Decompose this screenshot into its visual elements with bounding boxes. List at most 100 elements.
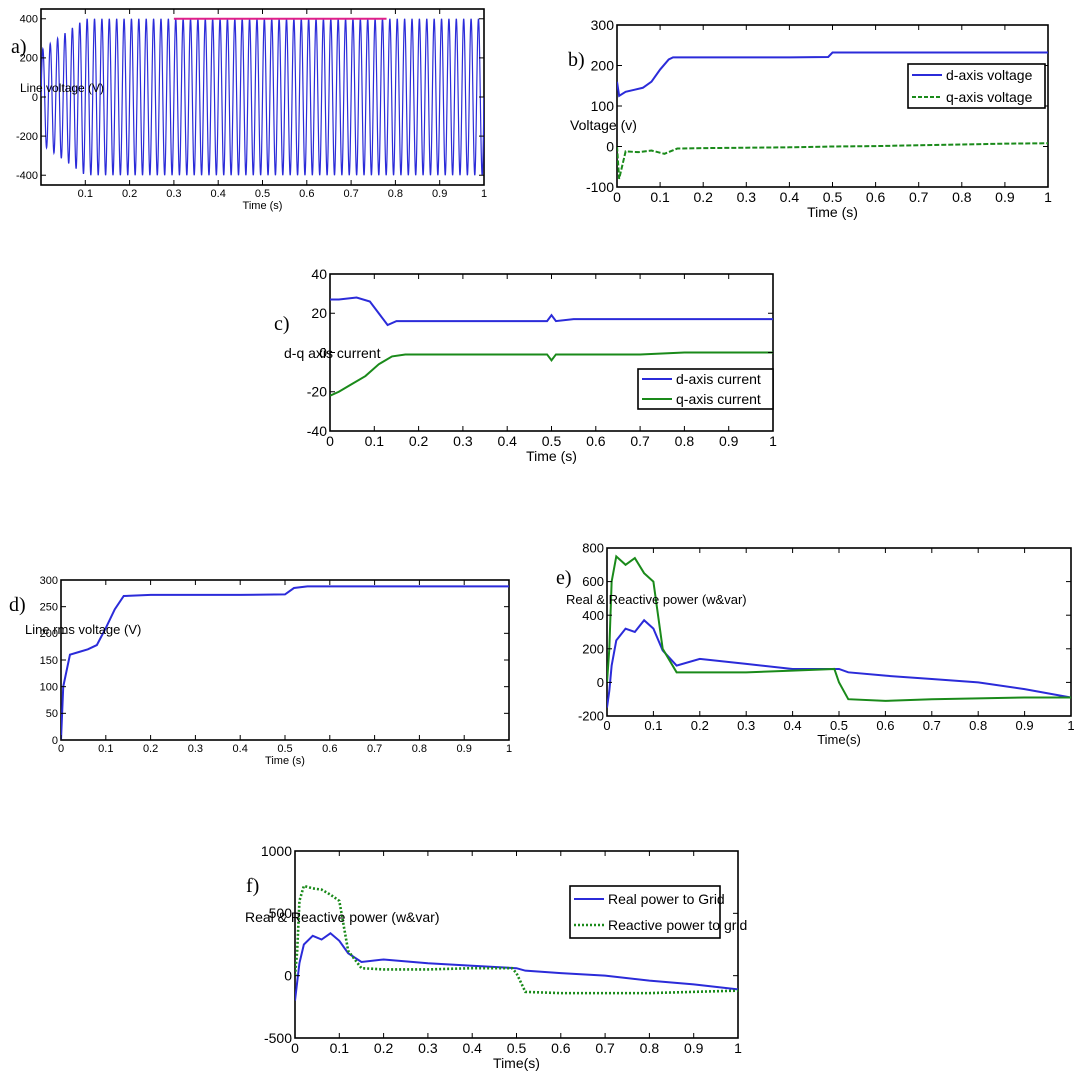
y-tick-label-e: 400 <box>582 608 604 623</box>
x-tick-label-d: 0.6 <box>322 743 337 755</box>
panel-label-e: e) <box>556 567 572 589</box>
x-axis-label-c: Time (s) <box>526 448 577 464</box>
panel-label-c: c) <box>274 313 290 335</box>
x-tick-label-b: 1 <box>1044 189 1052 205</box>
x-tick-label-f: 0.5 <box>507 1040 527 1056</box>
x-tick-label-c: 0.8 <box>675 433 695 449</box>
x-tick-label-e: 0.6 <box>876 718 894 733</box>
y-tick-label-d: 150 <box>40 655 58 667</box>
x-tick-label-d: 0.1 <box>98 743 113 755</box>
y-tick-label-f: 0 <box>284 968 292 984</box>
y-tick-label-e: 0 <box>597 675 604 690</box>
y-axis-label-d: Line rms voltage (V) <box>25 622 141 637</box>
y-tick-label-d: 50 <box>46 708 58 720</box>
x-tick-label-f: 0.1 <box>330 1040 350 1056</box>
x-tick-label-c: 0.3 <box>453 433 473 449</box>
chart-panel-d: 0 0.1 0.2 0.3 0.4 0.5 0.6 0.7 0.8 0.9 1 300 250 200 15… <box>9 575 512 767</box>
y-tick-label-f: 1000 <box>261 843 292 859</box>
y-tick-label-a: -400 <box>16 170 38 182</box>
legend-entry-f: Real power to Grid <box>608 891 725 907</box>
y-axis-label-c: d-q axis current <box>284 345 381 361</box>
chart-panel-c: 0 0.1 0.2 0.3 0.4 0.5 0.6 0.7 0.8 0.9 1 40 20 0 -20 -40… <box>274 266 777 464</box>
x-tick-label-b: 0.9 <box>995 189 1015 205</box>
plot-area-d <box>61 580 509 740</box>
y-axis-label-a: Line voltage (V) <box>20 81 104 95</box>
x-tick-label-e: 0.3 <box>737 718 755 733</box>
x-tick-label-c: 0.1 <box>365 433 385 449</box>
x-tick-label-d: 0.8 <box>412 743 427 755</box>
y-tick-label-c: 20 <box>311 305 327 321</box>
legend-entry-c: q-axis current <box>676 391 761 407</box>
y-tick-label-a: -200 <box>16 131 38 143</box>
x-tick-label-a: 0.8 <box>388 188 403 200</box>
x-tick-label-f: 0 <box>291 1040 299 1056</box>
chart-panel-a: 0.1 0.2 0.3 0.4 0.5 0.6 0.7 0.8 0.9 1 400 200 0 -200 -… <box>11 9 487 212</box>
x-axis-label-a: Time (s) <box>243 200 283 212</box>
y-tick-label-f: -500 <box>264 1030 292 1046</box>
x-tick-label-f: 0.4 <box>462 1040 482 1056</box>
x-tick-label-a: 0.7 <box>343 188 358 200</box>
x-tick-label-b: 0.4 <box>780 189 800 205</box>
plot-area-f <box>295 851 738 1038</box>
x-tick-label-f: 0.7 <box>595 1040 615 1056</box>
x-tick-label-d: 0.5 <box>277 743 292 755</box>
y-tick-label-a: 400 <box>20 14 38 26</box>
x-tick-label-d: 0.4 <box>233 743 248 755</box>
x-tick-label-b: 0.3 <box>737 189 757 205</box>
y-tick-label-e: 600 <box>582 574 604 589</box>
legend-entry-b: q-axis voltage <box>946 89 1033 105</box>
x-tick-label-b: 0.6 <box>866 189 886 205</box>
y-tick-label-c: 40 <box>311 266 327 282</box>
x-tick-label-a: 0.1 <box>78 188 93 200</box>
x-tick-label-e: 0.1 <box>644 718 662 733</box>
y-axis-label-f: Real & Reactive power (w&var) <box>245 909 440 925</box>
x-tick-label-d: 0.2 <box>143 743 158 755</box>
x-tick-label-b: 0.1 <box>650 189 670 205</box>
y-tick-label-b: 200 <box>591 57 615 73</box>
x-tick-label-e: 0.2 <box>691 718 709 733</box>
x-tick-label-c: 0.2 <box>409 433 429 449</box>
legend-entry-f: Reactive power to grid <box>608 917 747 933</box>
x-tick-label-f: 0.9 <box>684 1040 704 1056</box>
x-axis-label-e: Time(s) <box>817 732 861 747</box>
x-tick-label-a: 0.2 <box>122 188 137 200</box>
y-axis-label-b: Voltage (v) <box>570 117 637 133</box>
x-tick-label-b: 0 <box>613 189 621 205</box>
y-tick-label-c: -40 <box>307 423 327 439</box>
x-tick-label-f: 1 <box>734 1040 742 1056</box>
x-tick-label-c: 0 <box>326 433 334 449</box>
x-tick-label-f: 0.2 <box>374 1040 394 1056</box>
x-tick-label-e: 0.5 <box>830 718 848 733</box>
x-tick-label-a: 1 <box>481 188 487 200</box>
y-axis-label-e: Real & Reactive power (w&var) <box>566 592 747 607</box>
x-tick-label-c: 0.4 <box>497 433 517 449</box>
x-tick-label-b: 0.5 <box>823 189 843 205</box>
x-tick-label-d: 0.9 <box>457 743 472 755</box>
y-tick-label-d: 100 <box>40 682 58 694</box>
x-tick-label-a: 0.9 <box>432 188 447 200</box>
x-tick-label-f: 0.6 <box>551 1040 571 1056</box>
x-tick-label-b: 0.2 <box>693 189 713 205</box>
x-tick-label-a: 0.4 <box>211 188 226 200</box>
y-tick-label-b: 300 <box>591 17 615 33</box>
x-tick-label-e: 0.7 <box>923 718 941 733</box>
x-tick-label-a: 0.5 <box>255 188 270 200</box>
y-tick-label-e: 800 <box>582 541 604 556</box>
y-tick-label-d: 0 <box>52 735 58 747</box>
x-tick-label-b: 0.7 <box>909 189 929 205</box>
x-tick-label-c: 0.9 <box>719 433 739 449</box>
y-tick-label-e: -200 <box>578 709 604 724</box>
plot-area-e <box>607 548 1071 716</box>
y-tick-label-b: 100 <box>591 98 615 114</box>
chart-panel-f: 0 0.1 0.2 0.3 0.4 0.5 0.6 0.7 0.8 0.9 110005000-50… <box>245 843 747 1071</box>
x-tick-label-c: 1 <box>769 433 777 449</box>
x-tick-label-d: 0.3 <box>188 743 203 755</box>
x-tick-label-a: 0.3 <box>166 188 181 200</box>
panel-label-b: b) <box>568 49 585 71</box>
panel-label-a: a) <box>11 36 27 58</box>
chart-panel-b: 0 0.1 0.2 0.3 0.4 0.5 0.6 0.7 0.8 0.9 13002001000-… <box>568 17 1052 220</box>
x-tick-label-b: 0.8 <box>952 189 972 205</box>
panel-label-d: d) <box>9 594 26 616</box>
x-tick-label-f: 0.3 <box>418 1040 438 1056</box>
